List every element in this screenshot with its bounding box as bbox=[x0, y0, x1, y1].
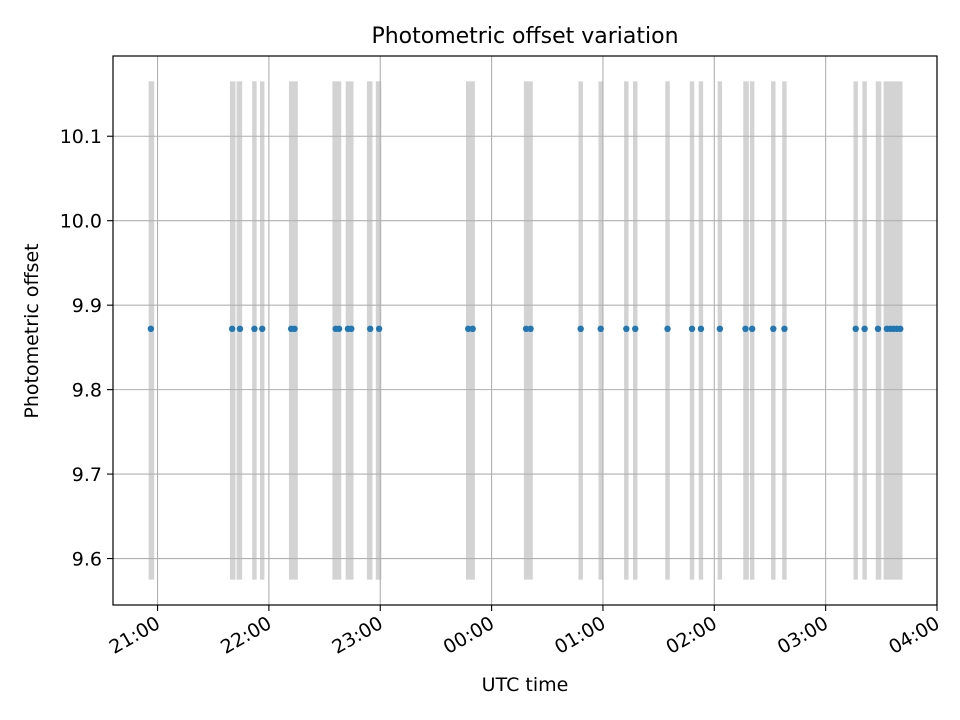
data-point bbox=[522, 325, 530, 333]
data-point bbox=[348, 325, 355, 333]
data-point bbox=[697, 325, 705, 333]
data-point bbox=[688, 325, 696, 333]
data-point bbox=[291, 325, 298, 333]
data-point bbox=[367, 325, 374, 333]
data-point bbox=[664, 325, 671, 333]
y-axis-label: Photometric offset bbox=[21, 243, 43, 418]
data-point bbox=[861, 325, 868, 333]
data-point bbox=[527, 325, 534, 333]
data-point bbox=[465, 325, 472, 333]
data-point bbox=[251, 325, 258, 333]
data-point bbox=[228, 325, 236, 333]
data-point bbox=[874, 325, 882, 333]
data-point bbox=[770, 325, 777, 333]
y-tick-label: 10.0 bbox=[60, 211, 102, 233]
data-point bbox=[742, 325, 749, 333]
data-point bbox=[577, 325, 584, 333]
data-point bbox=[469, 325, 476, 333]
data-point bbox=[716, 325, 724, 333]
data-point bbox=[748, 325, 756, 333]
data-point bbox=[259, 325, 266, 333]
y-tick-label: 9.8 bbox=[72, 380, 102, 402]
data-point bbox=[852, 325, 859, 333]
data-point bbox=[147, 325, 155, 333]
data-points bbox=[147, 325, 904, 333]
y-tick-label: 10.1 bbox=[60, 126, 102, 148]
y-tick-label: 9.9 bbox=[72, 295, 102, 317]
data-point bbox=[236, 325, 244, 333]
plot-frame bbox=[112, 55, 938, 606]
grid-lines bbox=[113, 56, 938, 605]
data-point bbox=[781, 325, 788, 333]
y-tick-label: 9.7 bbox=[72, 464, 102, 486]
y-tick-label: 9.6 bbox=[72, 549, 102, 571]
chart-title: Photometric offset variation bbox=[371, 24, 678, 49]
data-point bbox=[897, 325, 904, 333]
x-axis-label: UTC time bbox=[482, 674, 569, 696]
y-axis-ticks: 9.6 9.7 9.8 9.9 10.0 10.1 bbox=[60, 126, 113, 571]
data-point bbox=[623, 325, 630, 333]
data-point bbox=[632, 325, 639, 333]
data-point bbox=[597, 325, 604, 333]
data-point bbox=[375, 325, 383, 333]
data-point bbox=[335, 325, 343, 333]
